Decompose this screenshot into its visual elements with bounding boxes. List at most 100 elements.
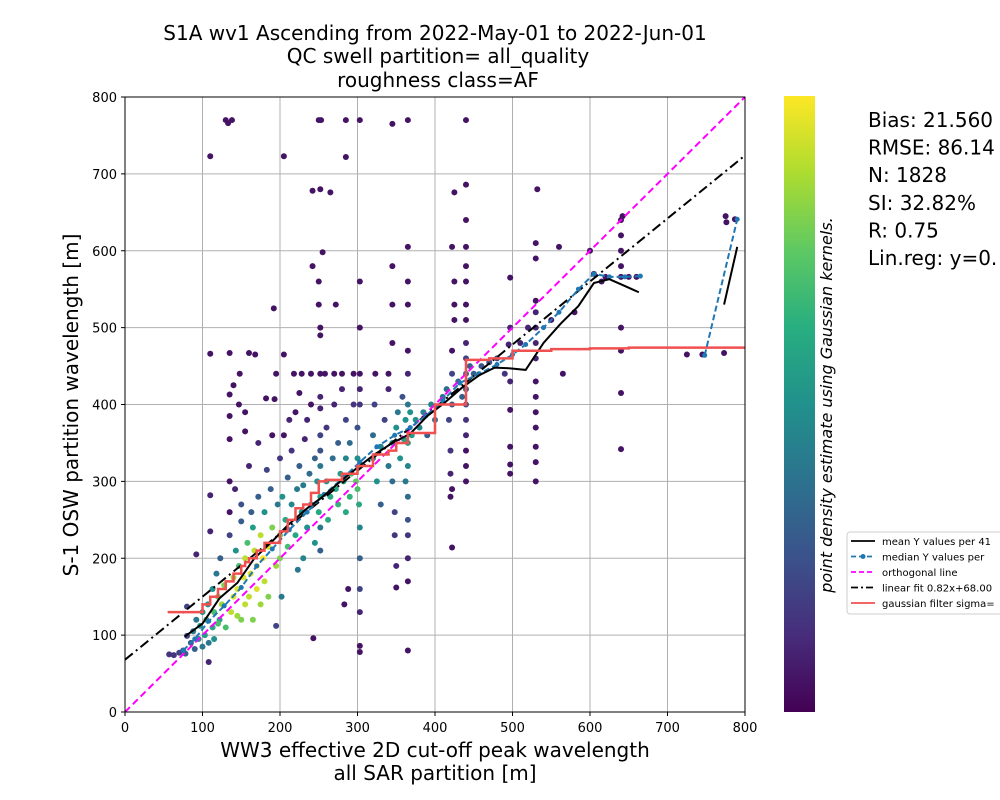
scatter-point xyxy=(246,463,252,469)
scatter-point xyxy=(373,478,380,485)
scatter-point xyxy=(325,516,332,523)
scatter-point xyxy=(170,652,177,659)
scatter-point xyxy=(238,501,245,508)
scatter-point xyxy=(356,386,363,393)
scatter-point xyxy=(532,393,539,400)
scatter-point xyxy=(319,249,326,256)
scatter-point xyxy=(449,544,456,551)
scatter-point xyxy=(263,466,270,473)
series-line-tail xyxy=(703,218,739,356)
scatter-point xyxy=(294,486,301,493)
scatter-point xyxy=(532,459,539,466)
scatter-point xyxy=(317,447,324,454)
scatter-point xyxy=(463,181,469,188)
scatter-point xyxy=(342,153,349,160)
median-marker xyxy=(180,648,186,653)
scatter-point xyxy=(317,405,324,412)
scatter-point xyxy=(248,509,255,516)
scatter-point xyxy=(292,409,299,416)
x-tick-label: 500 xyxy=(500,721,525,736)
median-marker xyxy=(591,271,597,277)
scatter-point xyxy=(236,370,243,377)
x-tick-label: 800 xyxy=(733,721,758,736)
scatter-point xyxy=(356,586,363,592)
scatter-point xyxy=(463,243,469,250)
scatter-point xyxy=(265,593,272,600)
scatter-point xyxy=(242,409,249,416)
scatter-point xyxy=(451,189,458,196)
scatter-point xyxy=(280,351,287,358)
x-tick-label: 100 xyxy=(190,721,215,736)
scatter-point xyxy=(407,409,414,416)
scatter-point xyxy=(280,153,287,160)
legend-label: median Y values per xyxy=(882,553,985,564)
scatter-point xyxy=(372,370,379,377)
scatter-point xyxy=(507,443,514,450)
scatter-point xyxy=(205,659,212,666)
scatter-point xyxy=(279,493,286,500)
scatter-point xyxy=(310,635,317,642)
scatter-point xyxy=(451,301,458,308)
scatter-point xyxy=(404,243,411,250)
stat-line: R: 0.75 xyxy=(868,218,939,242)
x-tick-label: 0 xyxy=(121,721,129,736)
stat-line: Bias: 21.560 xyxy=(868,108,993,132)
scatter-point xyxy=(356,555,363,562)
scatter-point xyxy=(246,349,252,356)
scatter-point xyxy=(356,642,363,649)
scatter-point xyxy=(309,187,316,194)
scatter-point xyxy=(463,316,469,323)
scatter-point xyxy=(207,153,214,160)
scatter-point xyxy=(296,389,303,396)
scatter-point xyxy=(404,532,411,539)
scatter-point xyxy=(391,532,398,539)
scatter-point xyxy=(311,539,318,546)
median-marker xyxy=(541,325,546,331)
scatter-point xyxy=(317,393,324,400)
scatter-point xyxy=(346,493,353,500)
scatter-point xyxy=(397,455,404,462)
scatter-point xyxy=(447,447,454,454)
scatter-point xyxy=(317,332,324,339)
scatter-point xyxy=(501,370,508,377)
scatter-point xyxy=(356,401,363,408)
scatter-point xyxy=(215,620,221,627)
scatter-point xyxy=(257,601,264,608)
scatter-point xyxy=(402,416,409,423)
chart-title: S1A wv1 Ascending from 2022-May-01 to 20… xyxy=(163,21,706,92)
median-marker xyxy=(637,273,643,279)
median-marker xyxy=(407,425,413,431)
scatter-point xyxy=(463,416,469,423)
scatter-point xyxy=(317,370,324,377)
y-axis-label: S-1 OSW partition wavelength [m] xyxy=(59,234,83,577)
scatter-point xyxy=(470,370,477,377)
scatter-point xyxy=(532,240,539,247)
scatter-point xyxy=(532,478,539,485)
scatter-point xyxy=(463,447,469,454)
scatter-point xyxy=(277,455,283,462)
scatter-point xyxy=(385,463,392,469)
scatter-point xyxy=(394,409,401,416)
scatter-point xyxy=(463,217,469,223)
scatter-point xyxy=(315,509,322,516)
scatter-point xyxy=(341,601,348,608)
stat-line: Lin.reg: y=0. xyxy=(868,246,997,270)
colorbar xyxy=(784,96,815,712)
scatter-point xyxy=(356,524,363,531)
legend-label: mean Y values per 41 xyxy=(882,537,991,548)
scatter-point xyxy=(507,378,514,385)
x-tick-label: 400 xyxy=(423,721,448,736)
scatter-point xyxy=(342,455,349,462)
scatter-point xyxy=(618,263,624,270)
median-marker xyxy=(206,618,212,624)
scatter-point xyxy=(226,413,233,420)
scatter-point xyxy=(294,566,301,573)
median-marker xyxy=(374,444,380,450)
median-marker xyxy=(556,309,562,315)
legend-label: gaussian filter sigma= xyxy=(882,599,995,610)
scatter-point xyxy=(393,584,400,591)
scatter-point xyxy=(722,213,729,220)
scatter-point xyxy=(370,432,376,439)
scatter-point xyxy=(300,555,307,562)
